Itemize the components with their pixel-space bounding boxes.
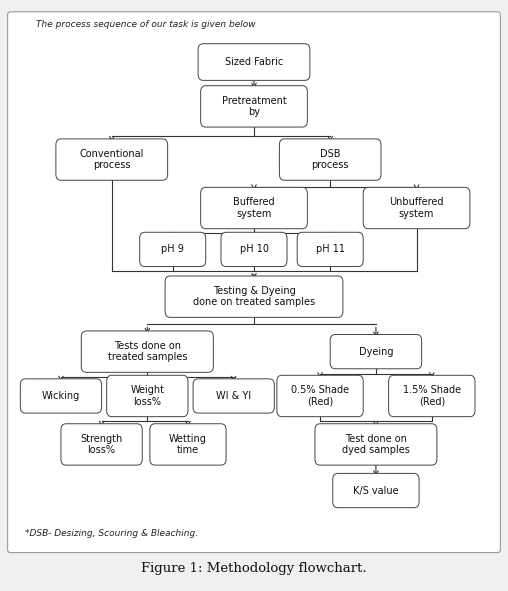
Text: The process sequence of our task is given below: The process sequence of our task is give… <box>36 20 255 30</box>
FancyBboxPatch shape <box>81 331 213 372</box>
FancyBboxPatch shape <box>20 379 102 413</box>
Text: WI & YI: WI & YI <box>216 391 251 401</box>
FancyBboxPatch shape <box>363 187 470 229</box>
FancyBboxPatch shape <box>107 375 188 417</box>
FancyBboxPatch shape <box>333 473 419 508</box>
FancyBboxPatch shape <box>330 335 422 369</box>
Text: Sized Fabric: Sized Fabric <box>225 57 283 67</box>
FancyBboxPatch shape <box>221 232 287 267</box>
Text: Wicking: Wicking <box>42 391 80 401</box>
Text: pH 9: pH 9 <box>161 245 184 254</box>
Text: Unbuffered
system: Unbuffered system <box>389 197 444 219</box>
FancyBboxPatch shape <box>8 12 500 553</box>
Text: DSB
process: DSB process <box>311 149 349 170</box>
Text: Tests done on
treated samples: Tests done on treated samples <box>108 341 187 362</box>
FancyBboxPatch shape <box>201 86 307 127</box>
FancyBboxPatch shape <box>297 232 363 267</box>
FancyBboxPatch shape <box>61 424 142 465</box>
FancyBboxPatch shape <box>279 139 381 180</box>
FancyBboxPatch shape <box>315 424 437 465</box>
Text: pH 10: pH 10 <box>239 245 269 254</box>
Text: Strength
loss%: Strength loss% <box>80 434 123 455</box>
Text: pH 11: pH 11 <box>315 245 345 254</box>
Text: Dyeing: Dyeing <box>359 347 393 356</box>
Text: *DSB- Desizing, Scouring & Bleaching.: *DSB- Desizing, Scouring & Bleaching. <box>25 528 199 538</box>
Text: Test done on
dyed samples: Test done on dyed samples <box>342 434 410 455</box>
FancyBboxPatch shape <box>140 232 206 267</box>
FancyBboxPatch shape <box>201 187 307 229</box>
Text: K/S value: K/S value <box>353 486 399 495</box>
FancyBboxPatch shape <box>193 379 274 413</box>
FancyBboxPatch shape <box>277 375 363 417</box>
Text: 1.5% Shade
(Red): 1.5% Shade (Red) <box>403 385 461 407</box>
FancyBboxPatch shape <box>198 44 310 80</box>
FancyBboxPatch shape <box>56 139 168 180</box>
Text: Wetting
time: Wetting time <box>169 434 207 455</box>
FancyBboxPatch shape <box>165 276 343 317</box>
Text: Figure 1: Methodology flowchart.: Figure 1: Methodology flowchart. <box>141 562 367 575</box>
Text: Buffered
system: Buffered system <box>233 197 275 219</box>
FancyBboxPatch shape <box>389 375 475 417</box>
Text: Pretreatment
by: Pretreatment by <box>221 96 287 117</box>
Text: Weight
loss%: Weight loss% <box>131 385 164 407</box>
Text: Testing & Dyeing
done on treated samples: Testing & Dyeing done on treated samples <box>193 286 315 307</box>
Text: Conventional
process: Conventional process <box>80 149 144 170</box>
FancyBboxPatch shape <box>150 424 226 465</box>
Text: 0.5% Shade
(Red): 0.5% Shade (Red) <box>291 385 349 407</box>
